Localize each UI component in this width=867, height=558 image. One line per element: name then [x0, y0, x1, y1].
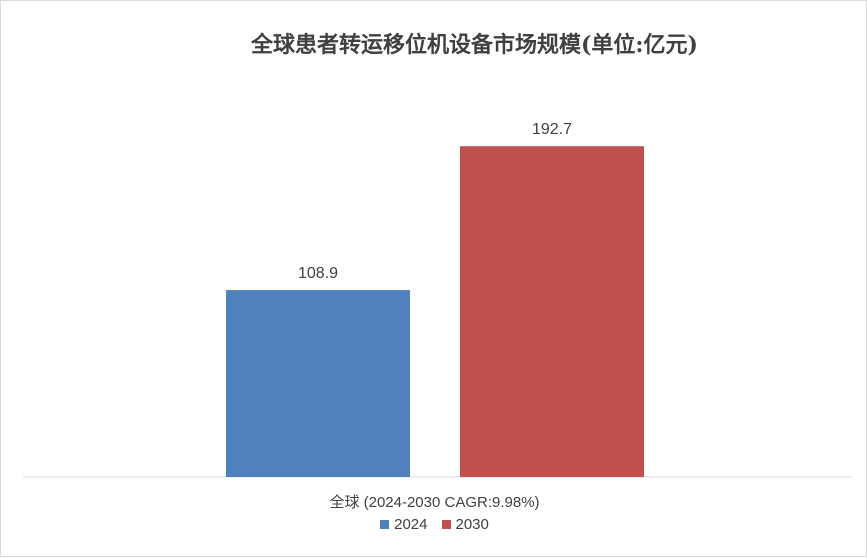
- data-label-2030: 192.7: [532, 121, 572, 138]
- legend-item-2030: 2030: [441, 516, 489, 533]
- category-label: 全球 (2024-2030 CAGR:9.98%): [329, 494, 540, 511]
- legend-item-2024: 2024: [380, 516, 428, 533]
- data-label-2024: 108.9: [298, 265, 338, 282]
- legend-label-2030: 2030: [455, 516, 489, 533]
- chart-title: 全球患者转运移位机设备市场规模(单位:亿元): [251, 32, 698, 58]
- legend-label-2024: 2024: [394, 516, 428, 533]
- legend: 2024 2030: [1, 516, 867, 533]
- bar-2024: [226, 290, 410, 477]
- bar-2030: [460, 146, 644, 477]
- legend-swatch-2024: [380, 520, 390, 529]
- legend-swatch-2030: [441, 520, 451, 529]
